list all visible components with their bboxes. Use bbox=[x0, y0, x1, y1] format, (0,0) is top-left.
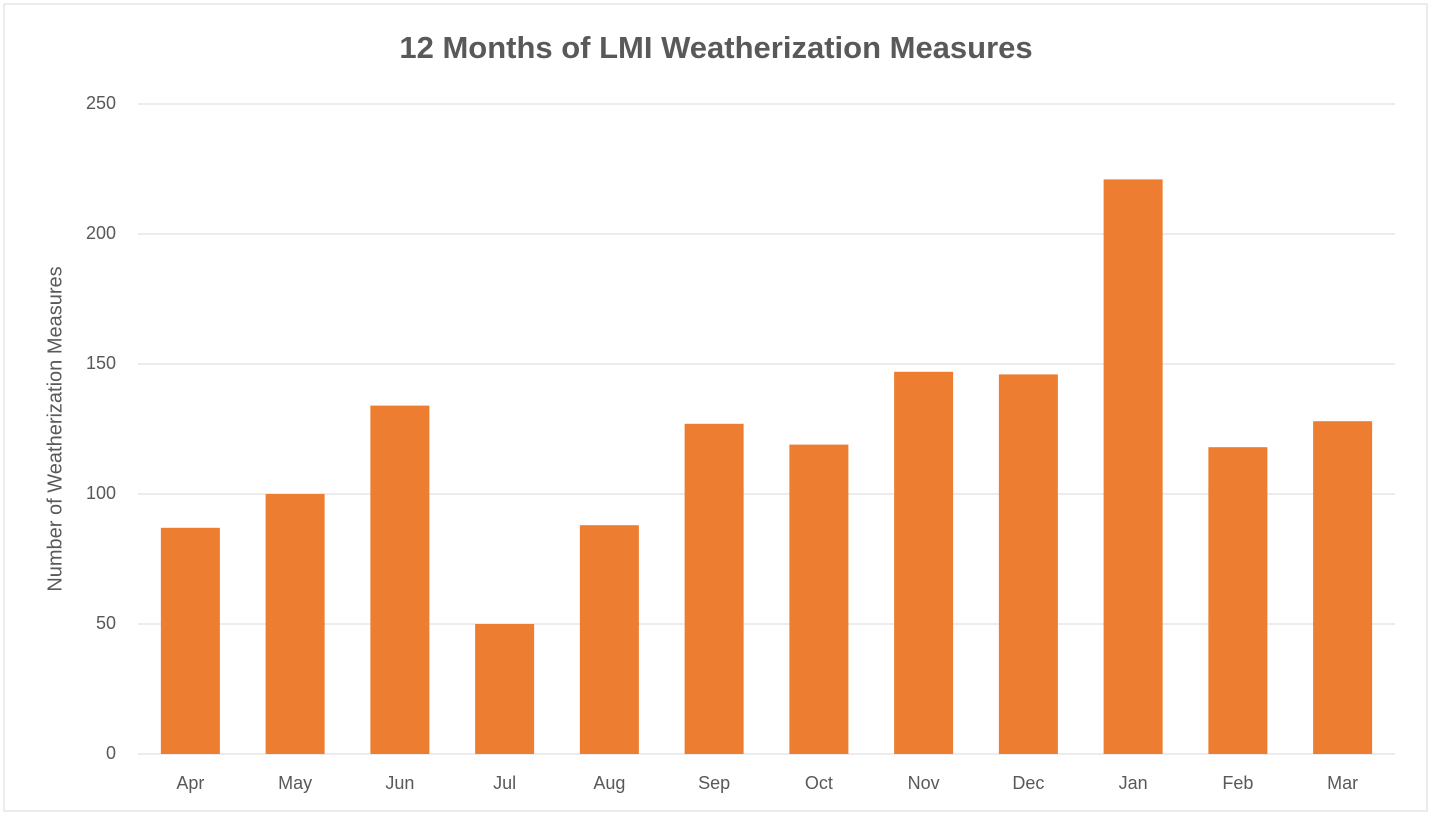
bar bbox=[160, 527, 220, 754]
y-tick-label: 200 bbox=[86, 223, 116, 243]
y-tick-label: 50 bbox=[96, 613, 116, 633]
x-tick-label: Mar bbox=[1327, 773, 1358, 793]
x-tick-label: Oct bbox=[805, 773, 833, 793]
y-tick-label: 250 bbox=[86, 93, 116, 113]
y-tick-label: 150 bbox=[86, 353, 116, 373]
y-axis-label: Number of Weatherization Measures bbox=[44, 266, 66, 591]
y-tick-label: 0 bbox=[106, 743, 116, 763]
bar bbox=[475, 624, 535, 754]
y-tick-label: 100 bbox=[86, 483, 116, 503]
bar bbox=[684, 423, 744, 754]
x-tick-label: Feb bbox=[1222, 773, 1253, 793]
bar bbox=[998, 374, 1058, 754]
x-tick-label: Sep bbox=[698, 773, 730, 793]
bar bbox=[1208, 447, 1268, 754]
x-tick-label: Aug bbox=[593, 773, 625, 793]
bar bbox=[579, 525, 639, 754]
bar bbox=[1313, 421, 1373, 754]
chart-title: 12 Months of LMI Weatherization Measures bbox=[399, 30, 1032, 65]
bar bbox=[370, 405, 430, 754]
bar bbox=[265, 494, 325, 754]
x-tick-label: Apr bbox=[176, 773, 204, 793]
x-tick-label: May bbox=[278, 773, 312, 793]
bar bbox=[1103, 179, 1163, 754]
x-tick-label: Jun bbox=[385, 773, 414, 793]
bar bbox=[894, 371, 954, 754]
x-tick-label: Jan bbox=[1119, 773, 1148, 793]
x-tick-label: Jul bbox=[493, 773, 516, 793]
x-tick-label: Dec bbox=[1012, 773, 1044, 793]
bar bbox=[789, 444, 849, 754]
x-tick-label: Nov bbox=[908, 773, 940, 793]
